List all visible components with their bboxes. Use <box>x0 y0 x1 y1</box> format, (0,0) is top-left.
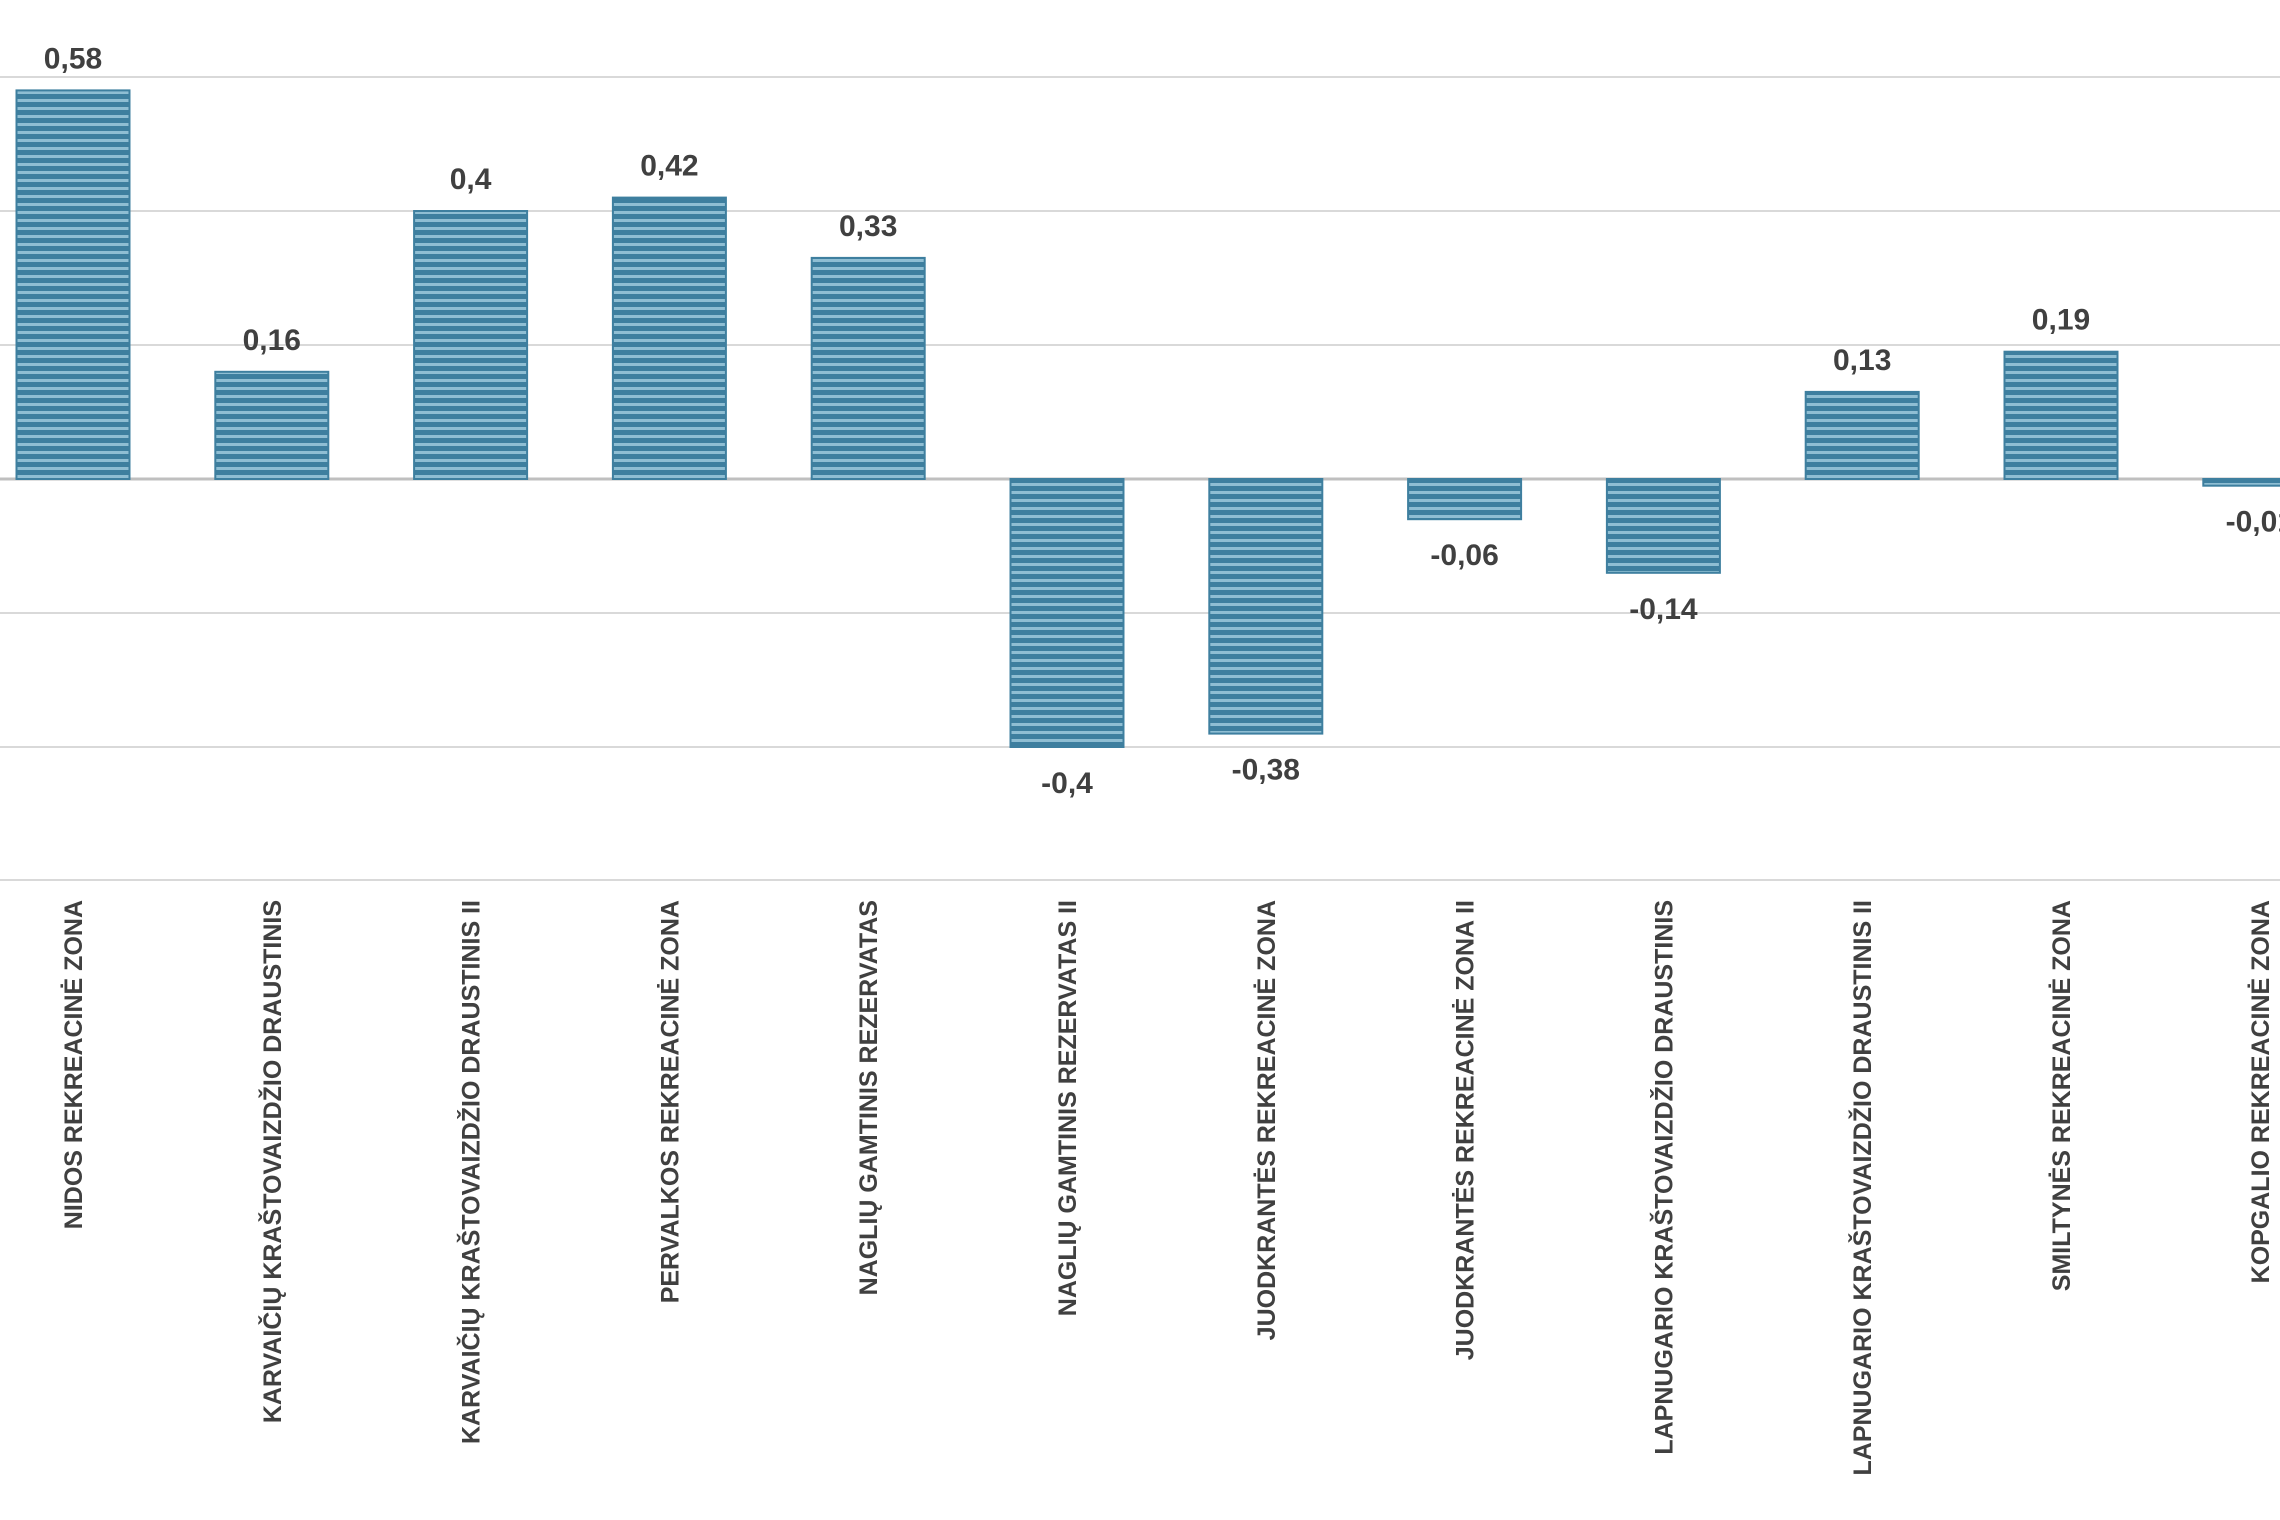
category-tick-label: NAGLIŲ GAMTINIS REZERVATAS II <box>1054 900 1082 1316</box>
bar <box>2202 478 2280 487</box>
data-label: 0,58 <box>44 42 102 75</box>
bars <box>15 89 2280 748</box>
category-tick-label: NAGLIŲ GAMTINIS REZERVATAS <box>855 900 883 1295</box>
data-label: -0,38 <box>1232 754 1300 787</box>
data-label: 0,42 <box>640 150 698 183</box>
data-label: -0,06 <box>1430 539 1498 572</box>
data-label: 0,4 <box>450 163 492 196</box>
category-tick-label: NIDOS REKREACINĖ ZONA <box>60 900 88 1229</box>
category-tick-label: PERVALKOS REKREACINĖ ZONA <box>656 900 684 1303</box>
data-label: 0,16 <box>243 324 301 357</box>
data-label: 0,13 <box>1833 344 1891 377</box>
bar <box>1407 478 1523 521</box>
category-tick-label: SMILTYNĖS REKREACINĖ ZONA <box>2048 900 2076 1291</box>
category-tick-label: JUODKRANTĖS REKREACINĖ ZONA <box>1253 900 1281 1340</box>
category-tick-label: LAPNUGARIO KRAŠTOVAIZDŽIO DRAUSTINIS II <box>1847 900 1877 1475</box>
bar <box>1009 478 1125 748</box>
category-tick-label: KOPGALIO REKREACINĖ ZONA <box>2247 900 2275 1283</box>
category-tick-label: JUODKRANTĖS REKREACINĖ ZONA II <box>1452 900 1480 1360</box>
bar <box>810 256 926 480</box>
category-tick-label: KARVAIČIŲ KRAŠTOVAIZDŽIO DRAUSTINIS II <box>456 900 486 1444</box>
bar <box>1208 478 1324 735</box>
bar <box>1804 390 1920 480</box>
value-labels: 0,58 0,16 0,4 0,42 0,33 -0,4 -0,38 -0,06 -0,14 0,… <box>44 42 2280 800</box>
bar <box>15 89 131 481</box>
bar <box>413 210 529 480</box>
data-label: -0,01 <box>2226 506 2280 539</box>
data-label: 0,19 <box>2032 304 2090 337</box>
data-label: 0,33 <box>839 210 897 243</box>
data-label: -0,4 <box>1041 767 1093 800</box>
data-label: -0,14 <box>1629 593 1698 626</box>
bar <box>214 370 330 480</box>
bar <box>1605 478 1721 574</box>
gridlines <box>0 76 2280 881</box>
category-labels: NIDOS REKREACINĖ ZONA KARVAIČIŲ KRAŠTOVAI… <box>60 900 2275 1475</box>
category-tick-label: LAPNUGARIO KRAŠTOVAIZDŽIO DRAUSTINIS <box>1648 900 1678 1455</box>
bar <box>2003 350 2119 481</box>
bar <box>611 196 727 480</box>
category-tick-label: KARVAIČIŲ KRAŠTOVAIZDŽIO DRAUSTINIS <box>257 900 287 1423</box>
